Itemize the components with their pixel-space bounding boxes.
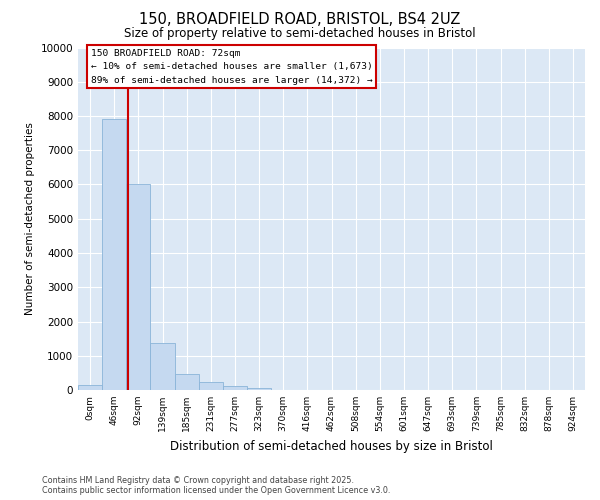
Bar	[175, 374, 199, 390]
Y-axis label: Number of semi-detached properties: Number of semi-detached properties	[25, 122, 35, 315]
Bar	[151, 342, 175, 390]
Text: Size of property relative to semi-detached houses in Bristol: Size of property relative to semi-detach…	[124, 28, 476, 40]
X-axis label: Distribution of semi-detached houses by size in Bristol: Distribution of semi-detached houses by …	[170, 440, 493, 452]
Bar	[102, 120, 126, 390]
Text: 150 BROADFIELD ROAD: 72sqm
← 10% of semi-detached houses are smaller (1,673)
89%: 150 BROADFIELD ROAD: 72sqm ← 10% of semi…	[91, 49, 373, 84]
Bar	[78, 385, 102, 390]
Text: 150, BROADFIELD ROAD, BRISTOL, BS4 2UZ: 150, BROADFIELD ROAD, BRISTOL, BS4 2UZ	[139, 12, 461, 28]
Bar	[126, 184, 151, 390]
Bar	[223, 386, 247, 390]
Bar	[199, 382, 223, 390]
Bar	[247, 388, 271, 390]
Text: Contains HM Land Registry data © Crown copyright and database right 2025.
Contai: Contains HM Land Registry data © Crown c…	[42, 476, 391, 495]
